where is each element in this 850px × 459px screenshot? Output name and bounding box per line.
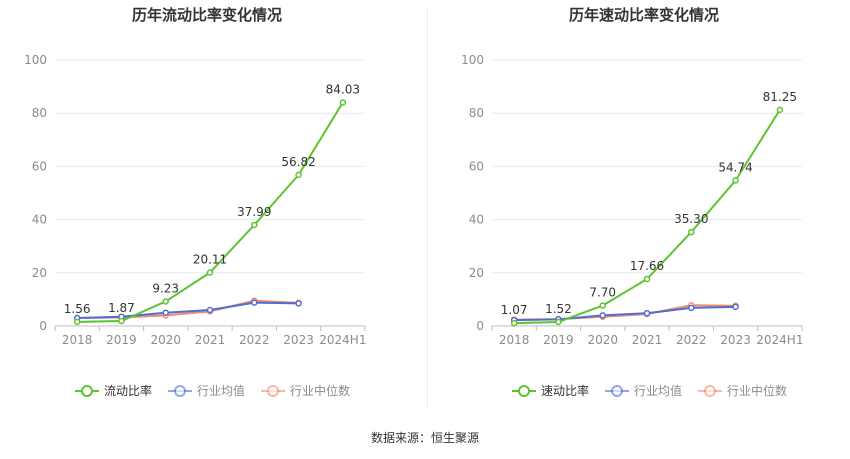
chart1-series-1-point [251, 299, 258, 306]
chart2-legend-item-marker [518, 385, 530, 397]
chart2-x-tick-label: 2019 [543, 333, 574, 347]
chart1-series-0-line [77, 101, 344, 323]
chart1-series-0-data-label: 84.03 [326, 82, 360, 96]
chart1-series-1-point [206, 306, 214, 314]
chart1-series-0-data-label: 37.99 [237, 205, 271, 219]
data-source-note: 数据来源：恒生聚源 [370, 431, 479, 445]
chart2-series-0-point [599, 302, 606, 309]
chart2-series-0-data-label: 7.70 [589, 286, 616, 300]
chart1-x-tick-label: 2021 [195, 333, 226, 347]
chart2-legend-item-label: 速动比率 [541, 383, 589, 398]
chart2-series-1-point [599, 312, 606, 319]
chart1-series-0-data-label: 1.56 [64, 302, 91, 316]
chart2-series-0-data-label: 35.30 [674, 212, 708, 226]
chart1-legend-item-label: 行业均值 [197, 383, 245, 398]
chart1-x-tick-label: 2023 [283, 333, 314, 347]
chart2-series-0-data-label: 81.25 [763, 90, 797, 104]
chart1-series-0-data-label: 9.23 [152, 281, 179, 295]
chart1-y-tick-label: 100 [24, 53, 47, 67]
chart2-x-tick-label: 2018 [499, 333, 530, 347]
chart1-y-tick-label: 20 [32, 266, 47, 280]
chart1-x-tick-label: 2020 [150, 333, 181, 347]
chart1-series-0-point [206, 269, 214, 276]
chart2-series-0-data-label: 1.07 [501, 303, 528, 317]
chart2-y-tick-label: 40 [469, 213, 484, 227]
chart2-legend-item-marker [704, 385, 716, 397]
chart1-legend-item-marker [174, 385, 186, 397]
chart2-series-1-point [732, 303, 739, 311]
chart2-x-tick-label: 2022 [676, 333, 707, 347]
chart2-series-1-point [688, 304, 695, 312]
chart2-legend-item-marker [611, 385, 623, 397]
chart2-series-0-point [643, 275, 651, 283]
chart1-x-tick-label: 2019 [106, 333, 137, 347]
chart2-y-tick-label: 20 [469, 266, 484, 280]
chart1-series-0-point [339, 99, 347, 106]
chart2-x-tick-label: 2024H1 [756, 333, 803, 347]
chart1-series-1-point [162, 309, 169, 316]
chart2-x-tick-label: 2021 [632, 333, 663, 347]
chart2-legend-item-label: 行业中位数 [727, 383, 787, 398]
chart2-series-0-line [514, 109, 781, 325]
chart2-series-0-point [688, 228, 695, 236]
chart1-y-tick-label: 60 [32, 159, 47, 173]
chart2-series-0-data-label: 1.52 [545, 302, 572, 316]
chart2-series-0-point [510, 319, 518, 327]
chart2-series-0-point [732, 177, 739, 184]
chart2-series-0-data-label: 54.74 [718, 160, 752, 174]
chart1-y-tick-label: 80 [32, 106, 47, 120]
chart1-legend-item-label: 流动比率 [104, 383, 152, 398]
chart1-x-tick-label: 2018 [62, 333, 93, 347]
chart1-legend-item-marker [81, 385, 93, 397]
chart1-series-0-data-label: 20.11 [193, 253, 227, 267]
chart2-legend-item-label: 行业均值 [634, 383, 682, 398]
chart1-series-0-point [295, 171, 302, 179]
chart2-y-tick-label: 0 [476, 319, 484, 333]
chart1-series-0-point [251, 221, 258, 229]
chart1-y-tick-label: 0 [39, 319, 47, 333]
chart1-title: 历年流动比率变化情况 [132, 6, 282, 24]
chart1-x-tick-label: 2022 [239, 333, 270, 347]
chart2-y-tick-label: 80 [469, 106, 484, 120]
chart1-series-0-point [118, 317, 125, 325]
chart2-series-0-data-label: 17.66 [630, 259, 664, 273]
chart1-legend-item-label: 行业中位数 [290, 383, 350, 398]
chart1-y-tick-label: 40 [32, 213, 47, 227]
panel-divider [427, 8, 428, 408]
chart1-series-0-data-label: 56.82 [281, 155, 315, 169]
chart2-series-1-point [643, 309, 651, 317]
chart1-series-0-data-label: 1.87 [108, 301, 135, 315]
chart2-y-tick-label: 100 [461, 53, 484, 67]
chart2-y-tick-label: 60 [469, 159, 484, 173]
chart1-legend-item-marker [267, 385, 279, 397]
chart1-series-0-point [73, 318, 81, 326]
chart2-series-0-point [776, 106, 784, 114]
chart2-x-tick-label: 2023 [720, 333, 751, 347]
chart1-series-1-line [77, 301, 299, 320]
chart2-x-tick-label: 2020 [587, 333, 618, 347]
chart2-series-1-line [514, 305, 736, 322]
chart2-series-0-point [555, 318, 562, 326]
chart2-title: 历年速动比率变化情况 [569, 6, 719, 24]
chart1-series-1-point [295, 300, 302, 307]
chart1-series-0-point [162, 298, 169, 305]
chart1-x-tick-label: 2024H1 [319, 333, 366, 347]
